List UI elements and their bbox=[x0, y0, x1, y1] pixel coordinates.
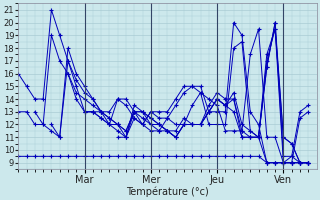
X-axis label: Température (°c): Température (°c) bbox=[126, 186, 209, 197]
